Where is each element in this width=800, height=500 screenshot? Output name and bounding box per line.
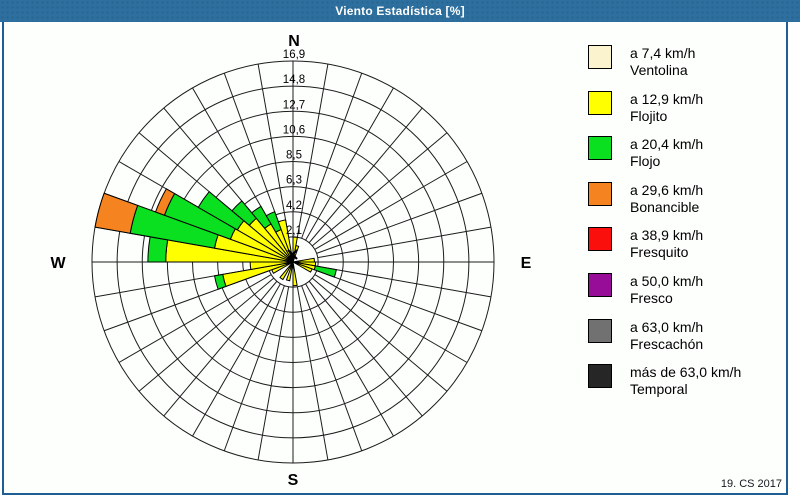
legend-item-temporal: más de 63,0 km/h Temporal <box>588 364 741 398</box>
grid-spoke <box>138 277 275 392</box>
legend-speed-label: a 12,9 km/h <box>630 90 704 107</box>
grid-spoke <box>223 285 285 452</box>
legend-speed-label: a 63,0 km/h <box>630 318 704 335</box>
legend-speed-label: a 38,9 km/h <box>630 227 704 244</box>
legend-name-label: Fresquito <box>630 244 689 261</box>
grid-spoke <box>317 226 492 259</box>
compass-label-n: N <box>288 33 300 50</box>
legend-swatch-temporal <box>588 364 612 389</box>
legend-speed-label: a 50,0 km/h <box>630 273 704 289</box>
center-marker-icon <box>287 249 298 260</box>
legend-swatch-fresco <box>588 273 612 297</box>
legend-name-label: Fresco <box>630 290 673 306</box>
compass-label-s: S <box>288 472 299 489</box>
legend-swatch-flojo <box>588 136 612 161</box>
grid-spoke <box>316 270 483 332</box>
legend-item-ventolina: a 7,4 km/h Ventolina <box>588 45 695 79</box>
legend-label: a 50,0 km/h Fresco <box>630 273 703 307</box>
ring-label: 10,6 <box>283 124 305 136</box>
grid-spoke <box>317 265 492 298</box>
rose-segment-flojo <box>213 273 227 290</box>
legend-item-fresquito: a 38,9 km/h Fresquito <box>588 227 703 261</box>
ring-label: 6,3 <box>286 175 302 187</box>
ring-label: 14,8 <box>283 74 305 86</box>
legend-name-label: Flojo <box>630 153 661 170</box>
legend-name-label: Bonancible <box>630 198 700 215</box>
legend-speed-label: a 29,6 km/h <box>630 181 704 198</box>
legend-label: a 29,6 km/h Bonancible <box>630 182 703 216</box>
credit-text: 19. CS 2017 <box>720 478 782 490</box>
rose-segment-flojo <box>197 190 245 231</box>
ring-label: 8,5 <box>286 150 302 162</box>
grid-spoke <box>314 161 468 250</box>
window-title: Viento Estadística [%] <box>335 4 465 18</box>
legend-item-fresco: a 50,0 km/h Fresco <box>588 273 703 307</box>
ring-label: 12,7 <box>283 99 305 111</box>
ring-label: 2,1 <box>286 225 302 237</box>
grid-spoke <box>305 283 394 437</box>
legend-speed-label: más de 63,0 km/h <box>630 364 742 381</box>
legend-swatch-bonancible <box>588 181 612 206</box>
grid-spoke <box>308 107 423 244</box>
grid-spoke <box>316 192 483 254</box>
rose-segment-flojo <box>147 236 169 263</box>
legend-label: a 20,4 km/h Flojo <box>630 136 703 170</box>
legend-swatch-frescachón <box>588 318 612 343</box>
legend-item-flojo: a 20,4 km/h Flojo <box>588 136 703 170</box>
grid-spoke <box>296 286 329 461</box>
rose-segment-flojo <box>231 200 258 227</box>
legend-label: más de 63,0 km/h Temporal <box>630 364 741 398</box>
grid-spoke <box>314 274 468 363</box>
ring-label: 16,9 <box>283 49 305 61</box>
grid-spoke <box>301 72 363 239</box>
grid-spoke <box>223 72 285 239</box>
legend-speed-label: a 20,4 km/h <box>630 136 704 153</box>
grid-spoke <box>257 63 290 238</box>
legend-swatch-ventolina <box>588 45 612 69</box>
grid-spoke <box>305 87 394 241</box>
grid-spoke <box>118 274 272 363</box>
legend-name-label: Ventolina <box>630 62 688 78</box>
grid-spoke <box>311 132 448 247</box>
compass-label-e: E <box>521 255 532 272</box>
legend-item-flojito: a 12,9 km/h Flojito <box>588 90 703 125</box>
rose-segment-flojo <box>265 211 282 233</box>
window-content-frame <box>2 22 788 495</box>
rose-segment-flojito <box>292 261 298 287</box>
rose-segment-flojo <box>313 265 337 278</box>
grid-spoke <box>308 280 423 417</box>
rose-segment-flojo <box>251 205 272 229</box>
legend-label: a 63,0 km/h Frescachón <box>630 319 703 353</box>
rose-segment-bonancible <box>154 188 176 216</box>
title-bar: Viento Estadística [%] <box>0 0 800 22</box>
rose-segment-bonancible <box>94 192 139 234</box>
grid-spoke <box>163 280 278 417</box>
legend-label: a 12,9 km/h Flojito <box>630 91 703 125</box>
grid-spoke <box>301 285 363 452</box>
legend-speed-label: a 7,4 km/h <box>630 45 696 61</box>
legend-name-label: Frescachón <box>630 335 704 352</box>
legend-item-frescachón: a 63,0 km/h Frescachón <box>588 318 703 353</box>
ring-label: 4,2 <box>286 200 302 212</box>
legend-name-label: Temporal <box>630 381 688 398</box>
legend-label: a 7,4 km/h Ventolina <box>630 45 695 79</box>
grid-spoke <box>192 283 281 437</box>
legend-item-bonancible: a 29,6 km/h Bonancible <box>588 181 703 216</box>
compass-label-w: W <box>50 255 66 272</box>
legend-label: a 38,9 km/h Fresquito <box>630 227 703 261</box>
grid-spoke <box>311 277 448 392</box>
legend-swatch-fresquito <box>588 227 612 252</box>
grid-spoke <box>257 286 290 461</box>
legend-name-label: Flojito <box>630 107 668 124</box>
legend-swatch-flojito <box>588 90 612 115</box>
grid-spoke <box>296 63 329 238</box>
